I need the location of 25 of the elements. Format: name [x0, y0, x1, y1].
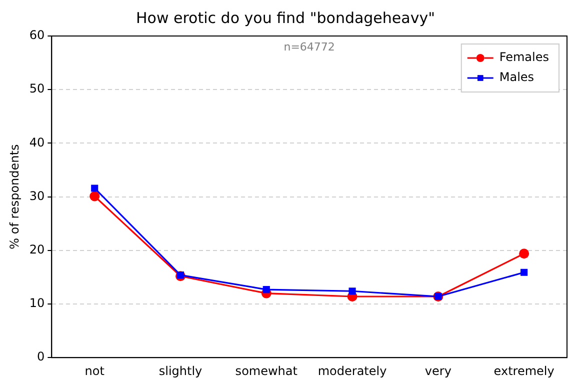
y-axis-title: % of respondents: [7, 144, 22, 250]
point: [348, 288, 356, 295]
legend-label: Females: [499, 50, 549, 64]
point: [90, 191, 100, 202]
point: [91, 184, 98, 192]
x-tick-label: extremely: [494, 364, 554, 378]
x-tick-label: moderately: [318, 364, 387, 378]
y-tick-label: 0: [37, 350, 45, 364]
y-tick-label: 60: [29, 28, 45, 42]
x-tick-label: very: [424, 364, 452, 378]
x-tick-label: somewhat: [235, 364, 298, 378]
y-tick-label: 10: [29, 296, 45, 310]
chart-title: How erotic do you find "bondageheavy": [136, 8, 435, 27]
point: [520, 268, 528, 276]
y-tick-label: 50: [29, 82, 45, 96]
y-tick-label: 20: [29, 242, 45, 257]
y-tick-label: 40: [29, 135, 45, 150]
y-tick-label: 30: [29, 188, 45, 203]
x-tick-label: not: [84, 364, 105, 378]
point: [262, 286, 270, 294]
x-tick-label: slightly: [158, 364, 202, 378]
annotation: n=64772: [284, 40, 335, 54]
point: [519, 248, 530, 259]
legend-label: Males: [499, 70, 534, 84]
point: [176, 272, 184, 279]
